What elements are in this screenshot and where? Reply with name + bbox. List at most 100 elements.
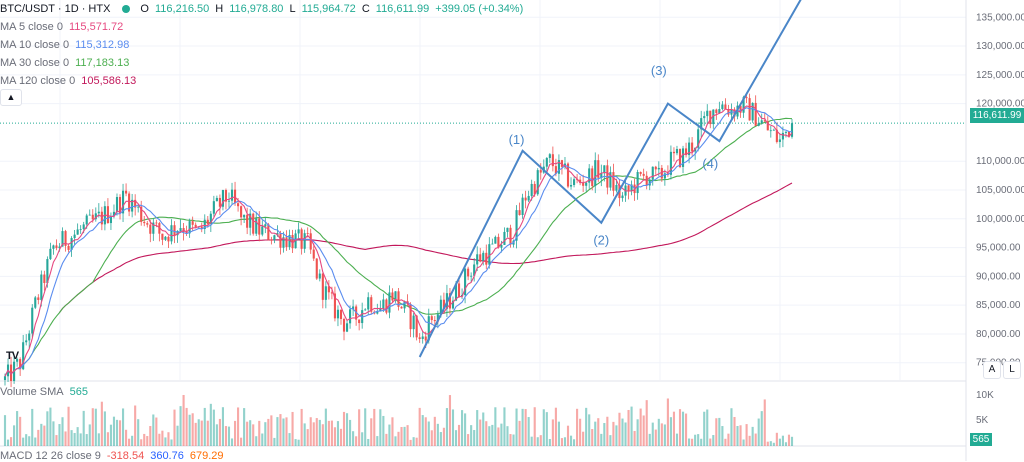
symbol-title[interactable]: BTC/USDT · 1D · HTX	[0, 3, 111, 15]
volume-bar	[457, 424, 461, 446]
candle-body	[358, 319, 361, 324]
candle-body	[31, 307, 34, 334]
candle-body	[155, 222, 158, 224]
candle	[31, 304, 34, 338]
candle	[188, 218, 191, 238]
volume-bar	[436, 423, 439, 446]
candle-body	[37, 297, 40, 300]
candle-body	[787, 131, 791, 137]
volume-bar	[252, 424, 255, 446]
volume-bar	[152, 414, 155, 446]
candle	[333, 286, 336, 322]
candle-body	[240, 206, 243, 218]
indicator-value: 115,312.98	[75, 39, 130, 51]
price-axis[interactable]: 135,000.00 130,000.00 125,000.00 120,000.00…	[965, 0, 1024, 461]
candle-body	[52, 245, 55, 249]
tradingview-logo: TV	[6, 350, 19, 362]
volume-bar	[494, 407, 497, 446]
candle-body	[415, 315, 418, 338]
candle-body	[161, 233, 164, 240]
volume-bar	[194, 422, 197, 446]
ma5-line	[4, 105, 793, 377]
volume-bar	[28, 436, 31, 446]
candle-body	[454, 283, 458, 301]
volume-bar	[155, 417, 158, 446]
candle-body	[569, 185, 573, 187]
candle	[775, 122, 778, 144]
volume-bar	[233, 420, 237, 446]
volume-legend[interactable]: Volume SMA 565	[0, 386, 88, 398]
candle-body	[479, 254, 482, 262]
candle-body	[191, 221, 194, 225]
candle-body	[94, 213, 97, 220]
volume-bar	[609, 435, 612, 446]
indicator-ma120[interactable]: MA 120 close 0 105,586.13	[0, 72, 523, 90]
candle-body	[16, 359, 19, 362]
candle-body	[164, 236, 167, 240]
volume-bar	[597, 418, 600, 446]
volume-bar	[64, 431, 67, 446]
volume-bar	[118, 420, 122, 446]
candle-body	[533, 183, 536, 195]
indicator-ma10[interactable]: MA 10 close 0 115,312.98	[0, 36, 523, 54]
volume-bar	[100, 401, 103, 446]
collapse-legend-button[interactable]: ▲	[0, 89, 22, 106]
candle	[224, 188, 228, 210]
volume-bar	[227, 426, 231, 446]
price-tick-label: 110,000.00	[976, 156, 1024, 167]
candle	[94, 207, 97, 222]
candle	[621, 192, 624, 202]
indicator-label: MA 10 close 0	[0, 39, 70, 51]
volume-bar	[237, 407, 240, 446]
volume-bar	[125, 429, 128, 446]
candle-body	[324, 286, 327, 300]
candle	[494, 235, 497, 244]
volume-bar	[766, 441, 769, 446]
macd-legend[interactable]: MACD 12 26 close 9 -318.54 360.76 679.29	[0, 450, 224, 462]
volume-bar	[221, 407, 224, 446]
volume-bar	[678, 409, 682, 446]
candle	[639, 171, 642, 177]
volume-bar	[58, 424, 61, 446]
volume-bar	[454, 430, 458, 446]
candle	[270, 236, 273, 245]
ohlc-close-label: C	[361, 3, 370, 15]
volume-bar	[19, 416, 22, 446]
candle-body	[727, 108, 730, 115]
volume-bar	[300, 408, 303, 446]
moving-average-line	[59, 182, 793, 313]
candle-body	[654, 166, 657, 170]
candle-body	[227, 200, 231, 202]
candle-body	[82, 224, 85, 229]
volume-bar	[73, 432, 76, 446]
volume-bar	[733, 417, 736, 446]
volume-bar	[427, 421, 430, 446]
volume-bar	[497, 427, 500, 446]
auto-scale-button[interactable]: A	[983, 361, 1001, 379]
candle-body	[669, 151, 672, 175]
volume-bar	[22, 437, 25, 446]
volume-bar	[243, 408, 246, 446]
candle-body	[230, 189, 234, 201]
candle-body	[246, 214, 249, 228]
candle-body	[524, 197, 527, 201]
indicator-ma5[interactable]: MA 5 close 0 115,571.72	[0, 18, 523, 36]
candle-body	[330, 292, 333, 294]
volume-bar	[527, 417, 530, 446]
indicator-ma30[interactable]: MA 30 close 0 117,183.13	[0, 54, 523, 72]
volume-bar	[215, 424, 218, 446]
candle-body	[79, 228, 82, 230]
macd-label: MACD 12 26 close 9	[0, 450, 101, 462]
elliott-wave-drawing[interactable]: (1) (2) (3) (4)	[418, 0, 807, 358]
volume-bar	[40, 423, 43, 446]
candle	[203, 214, 206, 234]
volume-bar	[509, 434, 512, 446]
candle-body	[25, 340, 28, 343]
volume-bar	[660, 423, 663, 446]
candle	[545, 157, 548, 173]
last-volume-tag: 565	[970, 433, 992, 446]
log-scale-button[interactable]: L	[1003, 361, 1021, 379]
candle	[684, 142, 688, 158]
market-status-icon	[122, 5, 131, 13]
